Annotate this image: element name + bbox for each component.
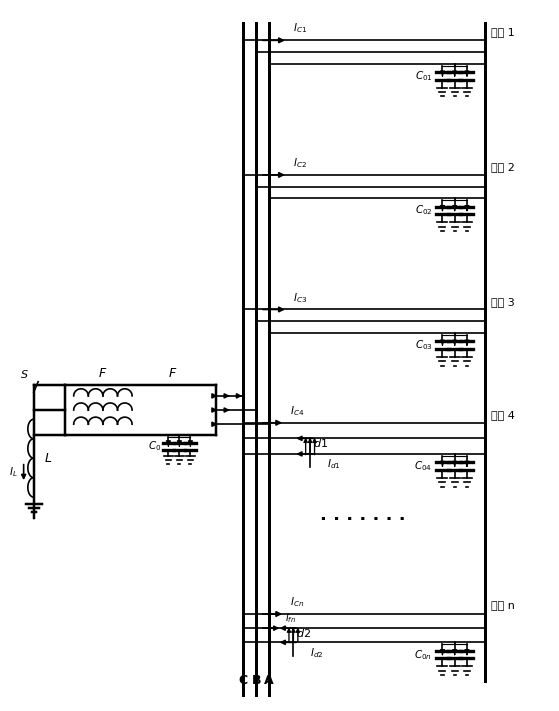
Text: 线路 n: 线路 n xyxy=(491,602,515,611)
Text: $I_{C2}$: $I_{C2}$ xyxy=(293,156,307,170)
Text: 线路 2: 线路 2 xyxy=(491,162,515,172)
Text: $C_{0}$: $C_{0}$ xyxy=(148,439,162,453)
Text: C: C xyxy=(239,674,248,688)
Text: $C_{03}$: $C_{03}$ xyxy=(415,338,433,352)
Text: $S$: $S$ xyxy=(21,368,29,380)
Text: $L$: $L$ xyxy=(44,451,52,465)
Text: $I_{d1}$: $I_{d1}$ xyxy=(327,457,340,471)
Text: $I_{C3}$: $I_{C3}$ xyxy=(293,291,307,304)
Text: $C_{04}$: $C_{04}$ xyxy=(414,459,433,473)
Text: $I_{C1}$: $I_{C1}$ xyxy=(293,21,307,36)
Text: $C_{02}$: $C_{02}$ xyxy=(415,203,433,218)
Text: $C_{01}$: $C_{01}$ xyxy=(415,69,433,83)
Text: $I_{d2}$: $I_{d2}$ xyxy=(310,646,324,660)
Text: 线路 4: 线路 4 xyxy=(491,410,515,420)
Text: $d2$: $d2$ xyxy=(296,627,311,639)
Text: $F$: $F$ xyxy=(98,367,107,380)
Text: $F$: $F$ xyxy=(168,367,177,380)
Text: $I_L$: $I_L$ xyxy=(10,466,18,479)
Text: $I_{Cn}$: $I_{Cn}$ xyxy=(290,595,304,609)
Text: 线路 3: 线路 3 xyxy=(491,296,515,306)
Text: $I_{C4}$: $I_{C4}$ xyxy=(290,404,304,418)
Text: B: B xyxy=(252,674,261,688)
Text: . . . . . . .: . . . . . . . xyxy=(320,506,406,524)
Text: 线路 1: 线路 1 xyxy=(491,28,515,38)
Text: $d1$: $d1$ xyxy=(314,437,329,449)
Text: A: A xyxy=(264,674,274,688)
Text: $C_{0n}$: $C_{0n}$ xyxy=(414,648,433,661)
Text: $I_{fn}$: $I_{fn}$ xyxy=(285,611,296,625)
